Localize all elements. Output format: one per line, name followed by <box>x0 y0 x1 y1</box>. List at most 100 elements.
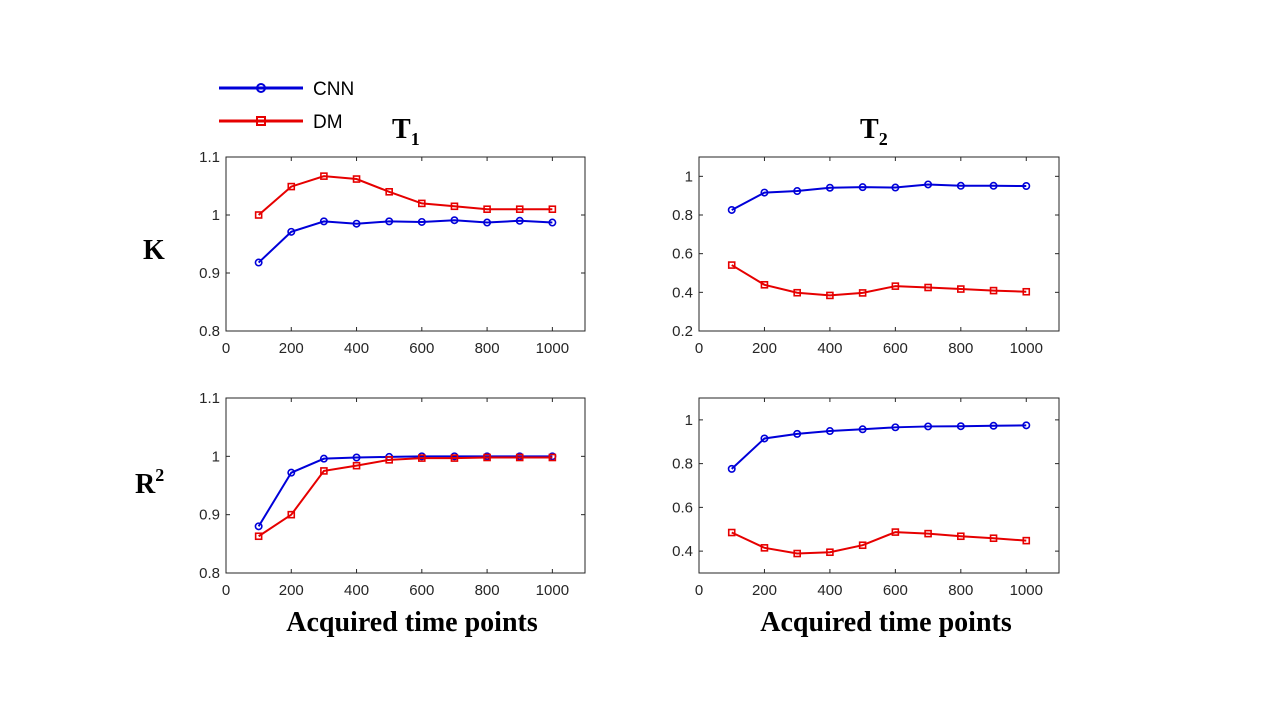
x-tick-label: 1000 <box>1010 582 1043 599</box>
data-point-dm <box>727 528 736 537</box>
data-point-dm <box>957 285 965 293</box>
x-tick-label: 800 <box>948 582 973 599</box>
data-point-dm <box>826 548 834 557</box>
data-point-dm <box>760 544 769 552</box>
x-tick-label: 800 <box>948 340 973 357</box>
data-point-dm <box>924 283 932 292</box>
data-point-cnn <box>793 187 802 196</box>
panel-r2-t2: 0 200 400 600 800 1000 0.4 0.6 0.8 1 <box>672 397 1060 599</box>
x-tick-label: 400 <box>817 582 842 599</box>
data-point-dm <box>254 211 263 219</box>
x-tick-label: 600 <box>883 582 908 599</box>
x-tick-label: 1000 <box>536 340 569 357</box>
panel-k-t1: 0 200 400 600 800 1000 0.8 0.9 1 1.1 <box>199 149 586 357</box>
y-tick-label: 0.4 <box>672 284 693 301</box>
y-tick-label: 0.2 <box>672 323 693 340</box>
data-point-cnn <box>417 217 426 226</box>
y-tick-label: 0.9 <box>199 507 220 524</box>
data-point-cnn <box>254 258 263 267</box>
series-line-cnn <box>731 183 1027 211</box>
data-point-cnn <box>450 216 459 225</box>
data-point-dm <box>450 202 459 211</box>
y-tick-label: 0.8 <box>672 207 693 224</box>
legend: CNN DM <box>219 79 354 133</box>
data-point-dm <box>760 280 769 289</box>
series-line-cnn <box>731 424 1027 470</box>
data-point-cnn <box>891 423 900 432</box>
data-point-cnn <box>352 453 361 462</box>
data-point-cnn <box>825 183 834 192</box>
legend-entry-cnn: CNN <box>219 79 354 100</box>
y-tick-label: 1.1 <box>199 390 220 407</box>
y-tick-label: 1 <box>685 168 693 185</box>
axes-box <box>698 397 1060 574</box>
data-point-cnn <box>924 422 933 431</box>
data-point-dm <box>352 175 361 183</box>
data-point-cnn <box>287 227 296 236</box>
data-point-dm <box>320 172 328 180</box>
column-title-t2: T2 <box>860 114 888 149</box>
y-tick-label: 0.8 <box>199 565 220 582</box>
y-tick-label: 1 <box>685 412 693 429</box>
data-point-cnn <box>319 454 328 463</box>
legend-marker-dm <box>256 116 266 126</box>
data-point-dm <box>385 456 393 464</box>
row-label-r2: R2 <box>135 465 164 500</box>
x-tick-label: 600 <box>409 582 434 599</box>
data-point-dm <box>858 541 867 550</box>
data-point-dm <box>727 261 736 269</box>
axes-box <box>225 397 586 574</box>
data-point-cnn <box>727 205 736 214</box>
data-point-dm <box>450 454 459 462</box>
x-tick-label: 200 <box>279 340 304 357</box>
series-line-cnn <box>257 219 553 264</box>
legend-entry-dm: DM <box>219 112 343 133</box>
data-point-cnn <box>287 468 296 477</box>
data-point-dm <box>515 205 524 213</box>
x-tick-label: 800 <box>475 582 500 599</box>
data-point-dm <box>793 288 801 297</box>
x-tick-label: 200 <box>279 582 304 599</box>
y-tick-label: 1 <box>212 207 220 224</box>
x-tick-label: 0 <box>695 582 703 599</box>
data-point-dm <box>385 188 393 196</box>
x-tick-label: 0 <box>222 340 230 357</box>
y-tick-label: 1 <box>212 448 220 465</box>
column-title-t1: T1 <box>392 114 420 149</box>
panel-r2-t1: 0 200 400 600 800 1000 0.8 0.9 1 1.1 <box>199 390 586 599</box>
data-point-cnn <box>548 218 557 227</box>
data-point-dm <box>924 529 932 538</box>
x-tick-label: 0 <box>222 582 230 599</box>
data-point-cnn <box>483 218 492 227</box>
series-line-dm <box>731 531 1027 555</box>
y-tick-label: 1.1 <box>199 149 220 166</box>
data-point-dm <box>826 291 834 300</box>
legend-label-cnn: CNN <box>313 79 354 100</box>
x-tick-label: 200 <box>752 340 777 357</box>
data-point-cnn <box>891 183 900 192</box>
legend-marker-cnn <box>256 83 266 93</box>
data-point-cnn <box>956 181 965 190</box>
data-point-cnn <box>924 180 933 189</box>
data-point-dm <box>352 461 361 470</box>
data-point-cnn <box>254 522 263 531</box>
data-point-cnn <box>727 464 736 473</box>
axes-box <box>698 156 1060 332</box>
data-point-dm <box>254 532 263 541</box>
series-line-dm <box>731 264 1027 297</box>
data-point-cnn <box>858 425 867 434</box>
y-tick-label: 0.4 <box>672 543 693 560</box>
x-tick-label: 400 <box>344 582 369 599</box>
data-point-dm <box>287 510 296 519</box>
x-tick-label: 400 <box>344 340 369 357</box>
data-point-cnn <box>793 429 802 438</box>
x-tick-label: 400 <box>817 340 842 357</box>
data-point-dm <box>891 528 900 536</box>
data-point-dm <box>1022 536 1031 545</box>
axes-box <box>225 156 586 332</box>
row-label-k: K <box>143 235 165 266</box>
data-point-dm <box>989 286 998 295</box>
data-point-cnn <box>1022 421 1031 430</box>
x-tick-label: 600 <box>883 340 908 357</box>
data-point-cnn <box>858 183 867 192</box>
